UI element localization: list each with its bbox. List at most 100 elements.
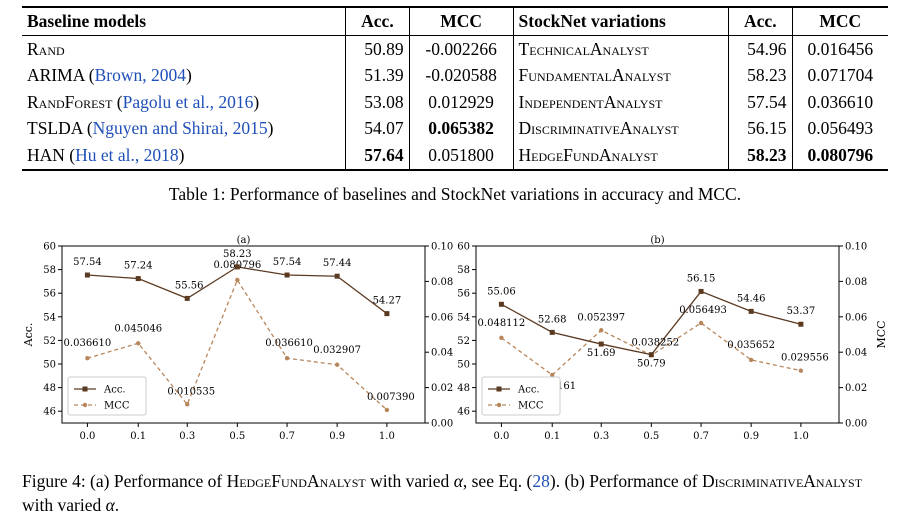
- legend-acc-marker: [496, 386, 502, 392]
- legend-mcc-label: MCC: [518, 401, 544, 412]
- model-cell: RandForest (Pagolu et al., 2016): [22, 88, 347, 116]
- acc-point: [234, 264, 240, 270]
- variant-mcc-cell: 0.036610: [807, 91, 874, 112]
- x-tick-label: 0.9: [743, 431, 759, 442]
- header-mcc-2: MCC: [819, 11, 862, 31]
- mcc-data-label: 0.010535: [167, 386, 215, 397]
- mcc-data-label: 0.036610: [64, 338, 112, 349]
- y-tick-label: 50: [457, 360, 470, 371]
- y2-tick-label: 0.04: [431, 348, 453, 359]
- acc-data-label: 52.68: [538, 314, 567, 325]
- figcap-text: ). (b) Performance of: [549, 471, 702, 491]
- variant-name: IndependentAnalyst: [518, 91, 663, 112]
- citation-link[interactable]: Nguyen and Shirai, 2015: [92, 118, 268, 139]
- mcc-point: [85, 356, 90, 361]
- equation-link[interactable]: 28: [532, 471, 550, 491]
- figcap-text: with varied: [365, 471, 454, 491]
- y2-tick-label: 0.06: [431, 312, 453, 323]
- mcc-point: [334, 362, 340, 367]
- variant-mcc-cell: 0.071704: [807, 65, 874, 86]
- mcc-cell: -0.020588: [409, 62, 514, 89]
- acc-point: [798, 321, 804, 327]
- plot-frame: [475, 245, 840, 424]
- y-tick-label: 58: [43, 265, 56, 276]
- mcc-data-label: 0.052397: [577, 312, 625, 323]
- x-tick-label: 0.0: [79, 431, 95, 442]
- variant-cell: DiscriminativeAnalyst: [513, 115, 730, 142]
- mcc-point: [136, 341, 141, 346]
- y-tick-label: 56: [43, 289, 56, 300]
- variant-acc-cell: 58.23: [728, 62, 793, 89]
- acc-point: [184, 295, 190, 301]
- table-row: ARIMA (Brown, 2004) 51.39 -0.020588 Fund…: [22, 62, 888, 89]
- acc-data-label: 58.23: [223, 249, 252, 260]
- mcc-point: [748, 357, 754, 363]
- plot-frame: [61, 245, 426, 424]
- mcc-data-label: 0.032907: [313, 345, 361, 356]
- x-tick-label: 0.5: [229, 431, 245, 442]
- chart-panel-b: (b) 46 48 50 52 54 56 58 60 0.00 0.02 0.04 0.06 0.08 0…: [457, 235, 888, 442]
- mcc-cell-best: 0.065382: [409, 115, 514, 142]
- y2-axis-label: MCC: [875, 320, 888, 348]
- mcc-point: [599, 328, 604, 333]
- mcc-cell: 0.012929: [409, 88, 514, 116]
- y-tick-label: 54: [43, 312, 56, 323]
- acc-data-label: 50.79: [637, 359, 666, 370]
- citation-link[interactable]: Pagolu et al., 2016: [122, 91, 254, 112]
- y-axis-label: Acc.: [22, 323, 35, 348]
- y2-tick-label: 0.10: [431, 242, 453, 253]
- variant-name: HedgeFundAnalyst: [518, 144, 658, 165]
- header-baseline-models: Baseline models: [22, 7, 347, 36]
- variant-mcc-cell: 0.016456: [807, 38, 874, 59]
- acc-point: [334, 273, 340, 279]
- mcc-data-label: 0.045046: [114, 323, 162, 334]
- y-tick-label: 48: [43, 383, 56, 394]
- y2-tick-label: 0.00: [431, 419, 453, 430]
- y-tick-label: 54: [457, 312, 470, 323]
- figcap-text: .: [114, 495, 120, 515]
- acc-series-line: [87, 266, 388, 315]
- x-tick-label: 0.5: [643, 431, 659, 442]
- acc-point: [498, 301, 504, 307]
- acc-data-label: 53.37: [787, 306, 816, 317]
- x-tick-label: 0.7: [693, 431, 709, 442]
- x-tick-label: 0.3: [179, 431, 195, 442]
- x-tick-label: 0.7: [279, 431, 295, 442]
- acc-data-label: 51.69: [587, 348, 616, 359]
- mcc-data-label: 0.036610: [265, 338, 313, 349]
- mcc-data-label: 0.048112: [478, 318, 526, 329]
- acc-cell: 53.08: [345, 88, 410, 116]
- header-mcc: MCC: [409, 7, 514, 36]
- legend-mcc-marker: [496, 402, 502, 408]
- mcc-data-label: 0.035652: [727, 340, 775, 351]
- legend-mcc-label: MCC: [104, 401, 130, 412]
- citation-link[interactable]: Hu et al., 2018: [75, 144, 179, 165]
- header-stocknet-variations: StockNet variations: [513, 7, 730, 36]
- figure-4-charts: (a) 46 48 50 52 54 56 58 60 0.00 0.02 0.04 0.06 0.08 0…: [22, 235, 888, 442]
- acc-data-label: 57.24: [124, 261, 153, 272]
- acc-cell: 51.39: [345, 62, 410, 89]
- y2-tick-label: 0.00: [845, 419, 867, 430]
- variant-acc-cell-best: 58.23: [728, 141, 793, 170]
- variant-cell: IndependentAnalyst: [513, 88, 730, 116]
- figcap-text: , see Eq. (: [462, 471, 533, 491]
- citation-link[interactable]: Brown, 2004: [94, 65, 186, 86]
- variant-cell: HedgeFundAnalyst: [513, 141, 730, 170]
- figcap-alpha: α: [453, 471, 463, 491]
- acc-point: [284, 272, 290, 278]
- model-cell: Rand: [22, 35, 347, 63]
- mcc-point: [550, 372, 555, 378]
- figcap-alpha: α: [105, 495, 115, 515]
- variant-cell: FundamentalAnalyst: [513, 62, 730, 89]
- legend-acc-label: Acc.: [103, 385, 126, 396]
- header-acc-2: Acc.: [728, 7, 793, 36]
- acc-cell: 54.07: [345, 115, 410, 142]
- y-tick-label: 56: [457, 289, 470, 300]
- model-cell: ARIMA (Brown, 2004): [22, 62, 347, 89]
- figcap-method-b: DiscriminativeAnalyst: [701, 471, 863, 491]
- x-tick-label: 0.1: [130, 431, 146, 442]
- mcc-data-label: 0.029556: [781, 353, 829, 364]
- y-tick-label: 48: [457, 383, 470, 394]
- legend-acc-label: Acc.: [517, 385, 540, 396]
- acc-data-label: 55.06: [487, 286, 516, 297]
